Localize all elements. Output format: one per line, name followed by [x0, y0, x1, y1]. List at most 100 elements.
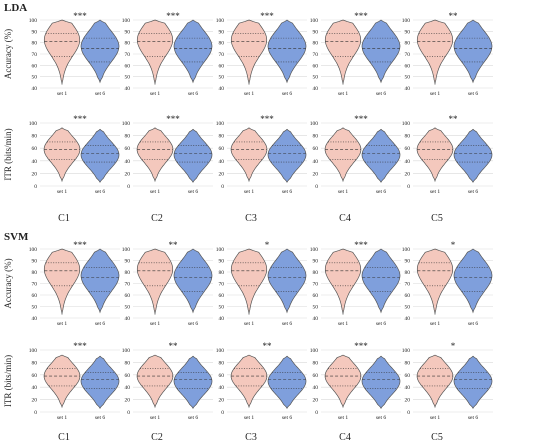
y-tick-label: 50 [313, 305, 319, 311]
y-tick-label: 60 [313, 293, 319, 299]
x-tick-label: set 1 [338, 189, 348, 195]
y-tick-label: 70 [405, 282, 411, 288]
y-tick-label: 90 [405, 259, 411, 265]
y-tick-label: 50 [405, 75, 411, 81]
x-tick-label: set 6 [468, 189, 478, 195]
y-tick-label: 0 [315, 184, 318, 190]
y-tick-label: 70 [125, 52, 131, 58]
significance-marker: ** [449, 114, 459, 124]
y-tick-label: 70 [313, 52, 319, 58]
y-tick-label: 80 [313, 134, 319, 140]
y-tick-label: 60 [32, 63, 38, 69]
y-tick-label: 90 [125, 29, 131, 35]
y-tick-label: 90 [219, 259, 225, 265]
significance-marker: *** [260, 114, 274, 124]
y-tick-label: 90 [219, 29, 225, 35]
x-tick-label: set 1 [430, 189, 440, 195]
y-tick-label: 50 [32, 75, 38, 81]
y-tick-label: 0 [127, 410, 130, 416]
y-tick-label: 80 [405, 41, 411, 47]
violin-panel-svm-acc-c4: 40 50 60 70 80 90 100 set 1 set 6 *** [310, 240, 401, 327]
y-tick-label: 80 [405, 134, 411, 140]
x-tick-label: set 6 [95, 415, 105, 421]
y-tick-label: 90 [313, 259, 319, 265]
x-tick-label: set 1 [57, 91, 67, 97]
y-tick-label: 20 [32, 171, 38, 177]
y-tick-label: 70 [219, 52, 225, 58]
violin-set-1 [43, 354, 81, 409]
y-tick-label: 80 [313, 41, 319, 47]
x-tick-label: set 6 [95, 91, 105, 97]
y-tick-label: 50 [32, 305, 38, 311]
y-tick-label: 90 [313, 29, 319, 35]
violin-panel-lda-acc-c1: 40 50 60 70 80 90 100 set 1 set 6 *** [29, 11, 120, 97]
y-tick-label: 80 [32, 41, 38, 47]
violin-panel-lda-acc-c5: 40 50 60 70 80 90 100 set 1 set 6 ** [402, 11, 493, 97]
y-tick-label: 100 [29, 121, 38, 127]
y-tick-label: 60 [219, 373, 225, 379]
violin-set-1 [324, 127, 362, 183]
y-tick-label: 40 [32, 86, 38, 92]
violin-set-6 [267, 355, 307, 409]
y-tick-label: 70 [405, 52, 411, 58]
y-tick-label: 40 [125, 385, 131, 391]
column-label: C1 [58, 213, 70, 224]
violin-set-6 [453, 19, 493, 84]
y-tick-label: 100 [122, 18, 131, 24]
y-tick-label: 80 [219, 360, 225, 366]
x-tick-label: set 6 [188, 415, 198, 421]
y-tick-label: 40 [405, 385, 411, 391]
y-tick-label: 80 [313, 360, 319, 366]
violin-set-1 [136, 354, 174, 409]
y-tick-label: 50 [313, 75, 319, 81]
y-tick-label: 100 [402, 121, 411, 127]
y-tick-label: 40 [32, 385, 38, 391]
y-tick-label: 100 [29, 18, 38, 24]
column-label: C2 [151, 432, 163, 443]
y-tick-label: 0 [315, 410, 318, 416]
y-tick-label: 80 [32, 360, 38, 366]
violin-set-1 [136, 248, 174, 315]
y-tick-label: 90 [32, 259, 38, 265]
x-tick-label: set 6 [282, 189, 292, 195]
violin-panel-svm-acc-c3: 40 50 60 70 80 90 100 set 1 set 6 * [216, 240, 307, 327]
violin-panel-lda-itr-c5: 0 20 40 60 80 100 set 1 set 6 ** [402, 114, 493, 195]
y-tick-label: 0 [407, 410, 410, 416]
y-tick-label: 50 [219, 75, 225, 81]
violin-panel-svm-itr-c4: 0 20 40 60 80 100 set 1 set 6 *** [310, 341, 401, 421]
violin-panel-lda-acc-c2: 40 50 60 70 80 90 100 set 1 set 6 *** [122, 11, 213, 97]
x-tick-label: set 1 [430, 91, 440, 97]
y-tick-label: 80 [405, 360, 411, 366]
classifier-title: SVM [4, 231, 29, 243]
violin-panel-lda-itr-c4: 0 20 40 60 80 100 set 1 set 6 *** [310, 114, 401, 195]
y-tick-label: 80 [313, 270, 319, 276]
violin-set-6 [267, 19, 307, 84]
y-tick-label: 40 [32, 159, 38, 165]
y-tick-label: 80 [219, 270, 225, 276]
y-tick-label: 0 [221, 410, 224, 416]
significance-marker: ** [169, 240, 179, 250]
x-tick-label: set 6 [376, 321, 386, 327]
y-tick-label: 60 [313, 63, 319, 69]
y-tick-label: 60 [405, 373, 411, 379]
y-tick-label: 70 [32, 282, 38, 288]
y-tick-label: 40 [313, 86, 319, 92]
y-tick-label: 90 [32, 29, 38, 35]
x-tick-label: set 1 [57, 415, 67, 421]
y-tick-label: 60 [125, 293, 131, 299]
y-tick-label: 90 [125, 259, 131, 265]
y-tick-label: 60 [405, 146, 411, 152]
y-tick-label: 50 [125, 305, 131, 311]
y-tick-label: 40 [313, 385, 319, 391]
y-tick-label: 0 [407, 184, 410, 190]
y-tick-label: 60 [125, 63, 131, 69]
y-tick-label: 60 [219, 63, 225, 69]
x-tick-label: set 1 [150, 189, 160, 195]
y-tick-label: 90 [405, 29, 411, 35]
significance-marker: ** [169, 341, 179, 351]
y-tick-label: 100 [310, 18, 319, 24]
significance-marker: * [451, 341, 456, 351]
violin-set-1 [230, 19, 268, 85]
x-tick-label: set 6 [282, 91, 292, 97]
